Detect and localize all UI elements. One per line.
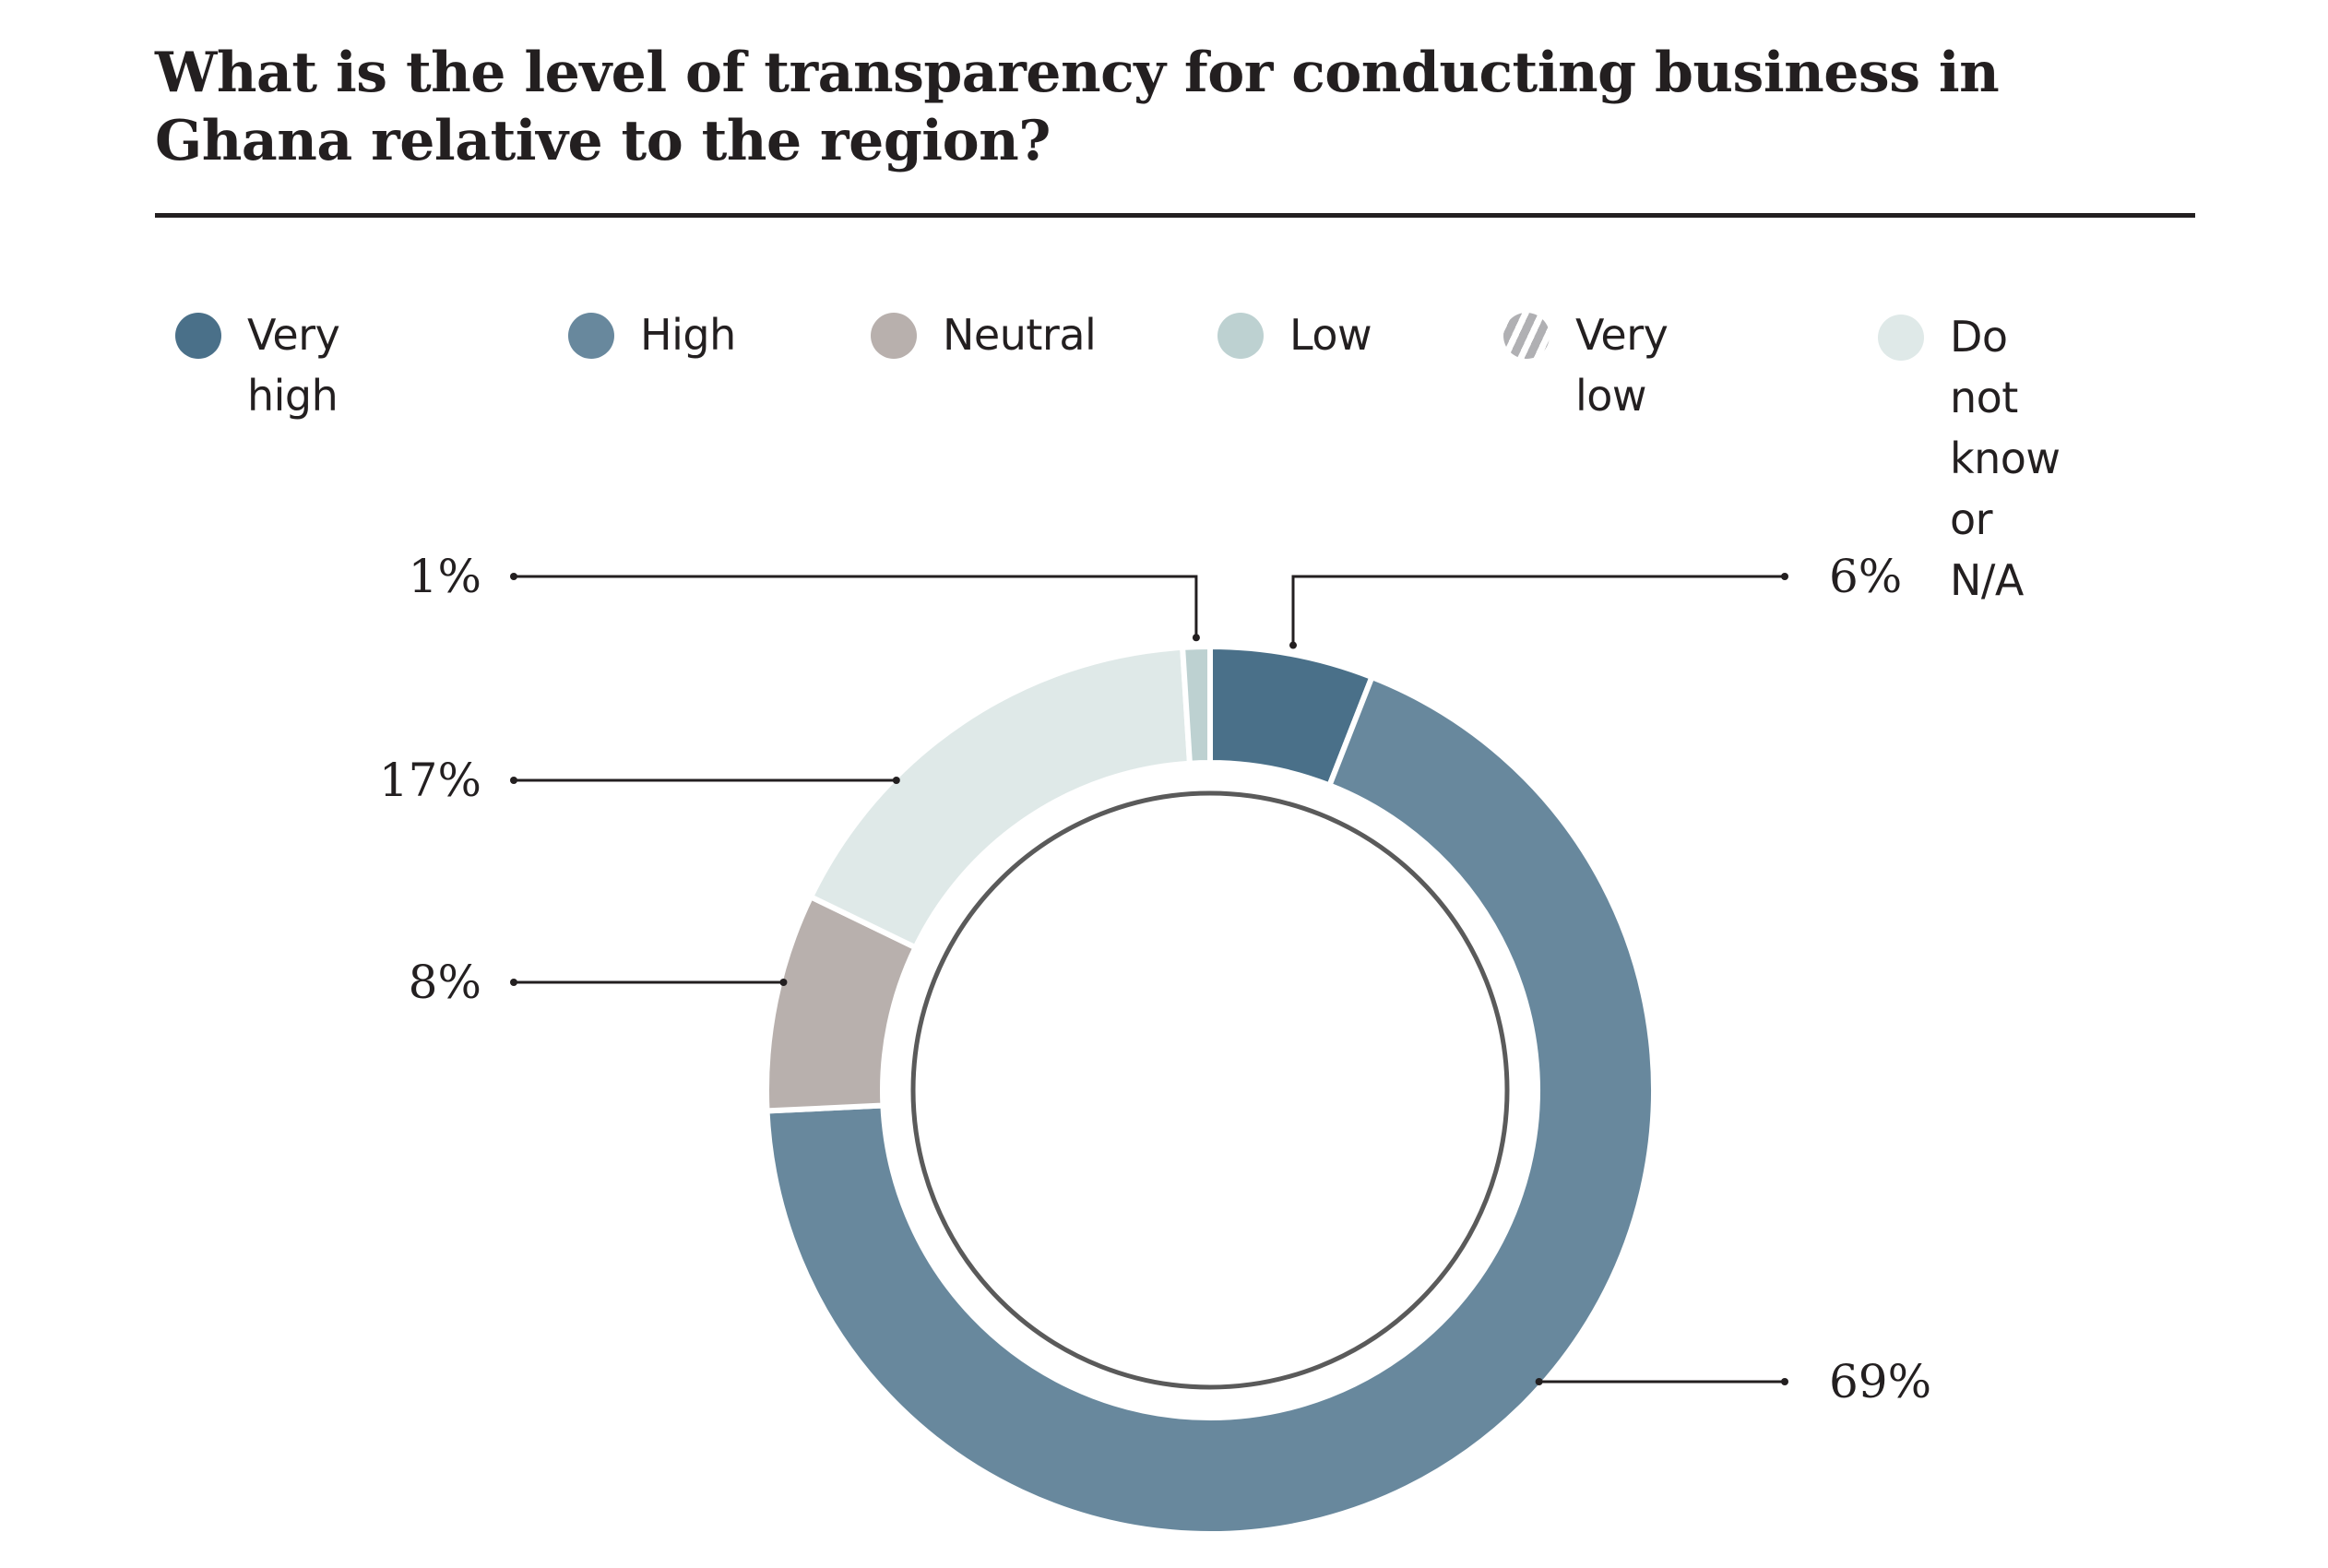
data-label-low: 1% [409, 550, 481, 603]
leader-line-neutral-dot [510, 979, 517, 986]
legend-swatch-low [1217, 313, 1264, 359]
data-label-very-high: 6% [1829, 550, 1902, 603]
legend-swatch-very-high [175, 313, 221, 359]
legend-label: Neutral [943, 310, 1097, 360]
legend-swatch-do-not-know [1878, 315, 1924, 361]
leader-line-do-not-know-or-n-a-dot [892, 777, 900, 784]
leader-line-low [514, 575, 1198, 638]
legend-label: Very low [1575, 310, 1669, 421]
legend-item-low: Low [1217, 304, 1372, 365]
leader-lines [510, 573, 1788, 1385]
slice-low [1179, 643, 1213, 766]
legend-item-neutral: Neutral [871, 304, 1097, 365]
legend-label: Very high [247, 310, 340, 421]
data-label-do-not-know-or-n-a: 17% [379, 754, 481, 807]
title-rule [155, 213, 2195, 218]
data-label-neutral: 8% [409, 956, 481, 1009]
leader-line-very-high-dot [1781, 573, 1788, 580]
inner-ring [910, 790, 1510, 1390]
data-labels: 6% 69% 8% 17% 1% [379, 550, 1931, 1408]
legend-label: Do not know or N/A [1950, 312, 2061, 605]
legend-swatch-high [568, 313, 614, 359]
legend-item-high: High [568, 304, 736, 365]
legend-item-very-high: Very high [175, 304, 340, 426]
legend-swatch-neutral [871, 313, 917, 359]
legend-label: Low [1289, 310, 1372, 360]
slice-do-not-know-or-n-a [807, 644, 1194, 952]
leader-line-high-dot [1535, 1378, 1543, 1385]
legend-item-do-not-know: Do not know or N/A [1878, 306, 2061, 611]
legend-swatch-very-low [1503, 313, 1550, 359]
data-label-high: 69% [1829, 1355, 1931, 1408]
leader-line-very-high-dot [1289, 641, 1297, 649]
leader-line-neutral-dot [779, 979, 788, 986]
legend-label: High [640, 310, 736, 360]
donut-slices [764, 643, 1657, 1537]
legend-item-very-low: Very low [1503, 304, 1669, 426]
leader-line-very-high [1291, 575, 1785, 646]
leader-line-low-dot [510, 573, 517, 580]
slice-high [764, 673, 1657, 1537]
leader-line-low-dot [1192, 634, 1200, 642]
leader-line-do-not-know-or-n-a-dot [510, 777, 517, 784]
chart-title: What is the level of transparency for co… [155, 41, 2000, 173]
leader-line-high-dot [1781, 1378, 1788, 1385]
